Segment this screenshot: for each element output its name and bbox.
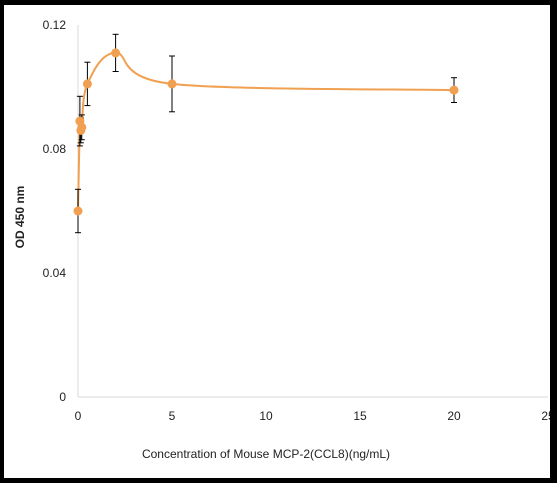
x-tick-label: 25 xyxy=(541,409,550,423)
data-point xyxy=(82,79,92,89)
x-tick-label: 20 xyxy=(447,409,461,423)
x-tick-label: 15 xyxy=(353,409,367,423)
series-curve xyxy=(77,51,455,212)
data-point xyxy=(73,206,83,216)
y-tick-label: 0.12 xyxy=(43,18,67,32)
chart-panel: 0 0.04 0.08 0.12 0 5 10 15 20 25 Concentration o… xyxy=(4,5,550,478)
y-axis-title: OD 450 nm xyxy=(13,186,27,249)
chart: 0 0.04 0.08 0.12 0 5 10 15 20 25 Concentration o… xyxy=(13,18,550,461)
data-point xyxy=(449,85,459,95)
y-tick-labels: 0 0.04 0.08 0.12 xyxy=(43,18,67,404)
data-points xyxy=(73,48,459,216)
data-point xyxy=(77,122,87,132)
data-point xyxy=(111,48,121,58)
x-tick-label: 0 xyxy=(75,409,82,423)
x-tick-label: 10 xyxy=(259,409,273,423)
x-tick-label: 5 xyxy=(169,409,176,423)
y-tick-label: 0.04 xyxy=(43,266,67,280)
y-tick-label: 0.08 xyxy=(43,142,67,156)
data-point xyxy=(167,79,177,89)
axes xyxy=(77,25,548,398)
y-tick-label: 0 xyxy=(59,390,66,404)
error-bars xyxy=(75,33,457,234)
x-axis-title: Concentration of Mouse MCP-2(CCL8)(ng/mL… xyxy=(142,447,390,461)
x-tick-labels: 0 5 10 15 20 25 xyxy=(75,409,550,423)
